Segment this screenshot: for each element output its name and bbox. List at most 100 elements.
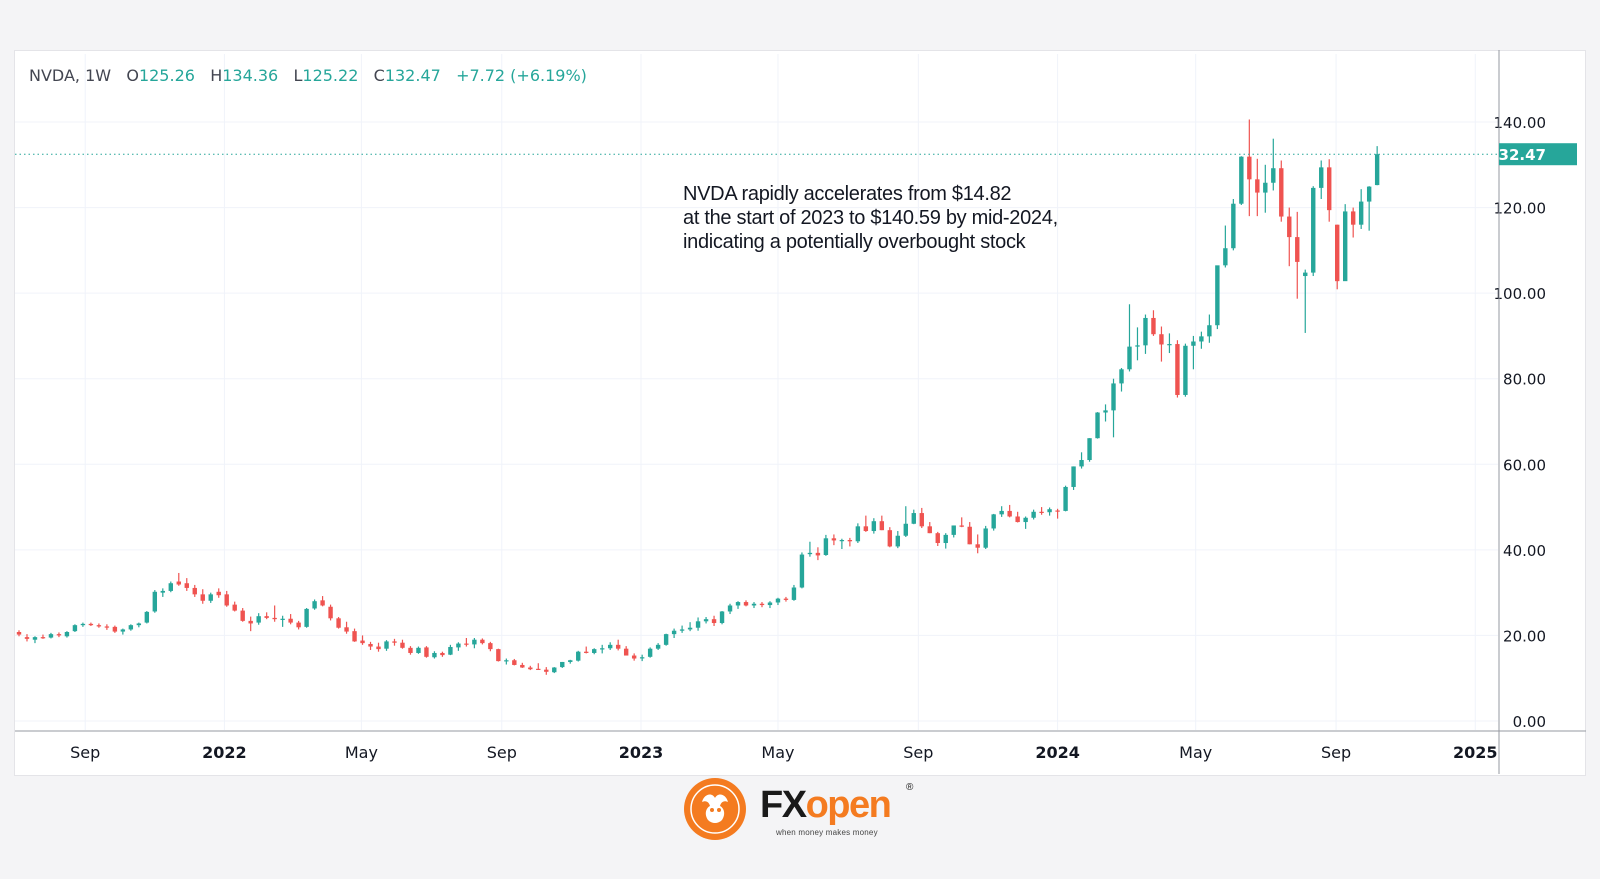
candle-up[interactable] xyxy=(1271,138,1276,191)
candle-up[interactable] xyxy=(791,584,797,601)
candle-down[interactable] xyxy=(56,632,62,638)
candle-down[interactable] xyxy=(1279,160,1284,222)
candle-down[interactable] xyxy=(1007,504,1012,518)
candle-down[interactable] xyxy=(184,578,189,591)
candle-down[interactable] xyxy=(935,531,940,547)
candle-up[interactable] xyxy=(639,654,645,662)
candle-up[interactable] xyxy=(855,523,861,544)
candle-down[interactable] xyxy=(88,622,94,627)
candle-down[interactable] xyxy=(248,616,253,632)
candle-down[interactable] xyxy=(847,537,853,547)
candle-up[interactable] xyxy=(1103,404,1108,422)
candle-up[interactable] xyxy=(208,592,213,603)
candle-up[interactable] xyxy=(416,646,421,654)
candle-up[interactable] xyxy=(663,633,669,646)
candle-down[interactable] xyxy=(344,621,349,634)
candle-up[interactable] xyxy=(1199,331,1204,349)
candle-down[interactable] xyxy=(831,534,837,546)
candle-up[interactable] xyxy=(1127,304,1132,372)
candle-down[interactable] xyxy=(520,662,525,668)
candle-up[interactable] xyxy=(80,622,86,627)
candle-down[interactable] xyxy=(1039,507,1044,515)
candle-up[interactable] xyxy=(1239,156,1244,206)
candle-down[interactable] xyxy=(615,639,621,651)
candle-down[interactable] xyxy=(112,625,118,633)
candle-up[interactable] xyxy=(671,628,677,638)
candle-down[interactable] xyxy=(1327,159,1332,222)
candle-up[interactable] xyxy=(735,601,741,609)
candle-up[interactable] xyxy=(1191,335,1196,370)
candle-up[interactable] xyxy=(152,590,158,613)
candle-down[interactable] xyxy=(631,653,637,661)
candle-down[interactable] xyxy=(879,515,885,531)
candle-down[interactable] xyxy=(967,522,972,545)
candle-down[interactable] xyxy=(488,641,493,652)
candle-up[interactable] xyxy=(775,597,781,606)
candle-up[interactable] xyxy=(576,650,581,662)
candle-up[interactable] xyxy=(32,636,38,644)
candle-up[interactable] xyxy=(607,642,613,650)
candle-up[interactable] xyxy=(1366,186,1372,231)
candle-up[interactable] xyxy=(991,513,996,531)
candle-up[interactable] xyxy=(871,518,877,534)
candle-up[interactable] xyxy=(1342,204,1348,282)
candle-up[interactable] xyxy=(592,648,597,655)
candle-down[interactable] xyxy=(376,642,381,652)
candle-up[interactable] xyxy=(72,624,78,633)
candle-down[interactable] xyxy=(440,651,445,657)
candle-down[interactable] xyxy=(392,638,397,646)
candle-up[interactable] xyxy=(128,624,134,631)
candle-up[interactable] xyxy=(1167,333,1172,354)
candle-down[interactable] xyxy=(584,646,589,654)
candle-up[interactable] xyxy=(552,667,557,674)
candle-up[interactable] xyxy=(1215,265,1220,330)
candle-up[interactable] xyxy=(1119,368,1124,392)
candle-up[interactable] xyxy=(1358,189,1364,229)
candle-up[interactable] xyxy=(160,588,166,597)
candle-down[interactable] xyxy=(863,515,869,532)
candle-down[interactable] xyxy=(743,600,749,607)
candle-down[interactable] xyxy=(104,624,110,630)
candle-up[interactable] xyxy=(560,661,565,668)
candle-up[interactable] xyxy=(1319,160,1324,200)
candle-down[interactable] xyxy=(815,547,821,561)
candle-up[interactable] xyxy=(600,644,605,654)
candle-up[interactable] xyxy=(687,622,693,632)
candle-up[interactable] xyxy=(983,525,988,550)
candle-up[interactable] xyxy=(823,534,829,556)
candle-up[interactable] xyxy=(727,603,733,615)
candle-up[interactable] xyxy=(64,631,70,638)
candle-down[interactable] xyxy=(288,614,293,625)
candle-down[interactable] xyxy=(959,517,964,528)
candle-up[interactable] xyxy=(168,581,173,593)
candle-down[interactable] xyxy=(919,507,924,529)
candle-down[interactable] xyxy=(1335,224,1340,290)
candle-down[interactable] xyxy=(975,534,980,554)
candle-down[interactable] xyxy=(528,665,533,671)
candle-down[interactable] xyxy=(1287,207,1292,267)
candle-up[interactable] xyxy=(504,658,509,665)
candle-up[interactable] xyxy=(136,622,142,628)
candle-down[interactable] xyxy=(352,628,357,642)
candle-up[interactable] xyxy=(999,506,1004,517)
candle-down[interactable] xyxy=(1295,211,1300,299)
candle-up[interactable] xyxy=(799,552,805,589)
candle-up[interactable] xyxy=(1231,199,1236,251)
candle-down[interactable] xyxy=(176,572,181,586)
candle-down[interactable] xyxy=(1350,207,1356,238)
candle-up[interactable] xyxy=(120,628,126,635)
candle-up[interactable] xyxy=(448,644,453,656)
candle-down[interactable] xyxy=(1255,158,1260,217)
candle-up[interactable] xyxy=(1095,412,1100,439)
candle-down[interactable] xyxy=(40,634,46,639)
candle-up[interactable] xyxy=(1023,516,1028,529)
candle-down[interactable] xyxy=(240,608,245,622)
candle-down[interactable] xyxy=(296,620,301,630)
candle-down[interactable] xyxy=(192,584,197,597)
candle-down[interactable] xyxy=(759,602,765,608)
candle-down[interactable] xyxy=(1151,310,1156,336)
candle-up[interactable] xyxy=(48,632,54,639)
candle-down[interactable] xyxy=(264,612,269,620)
candle-down[interactable] xyxy=(320,596,325,607)
candle-down[interactable] xyxy=(224,590,229,607)
